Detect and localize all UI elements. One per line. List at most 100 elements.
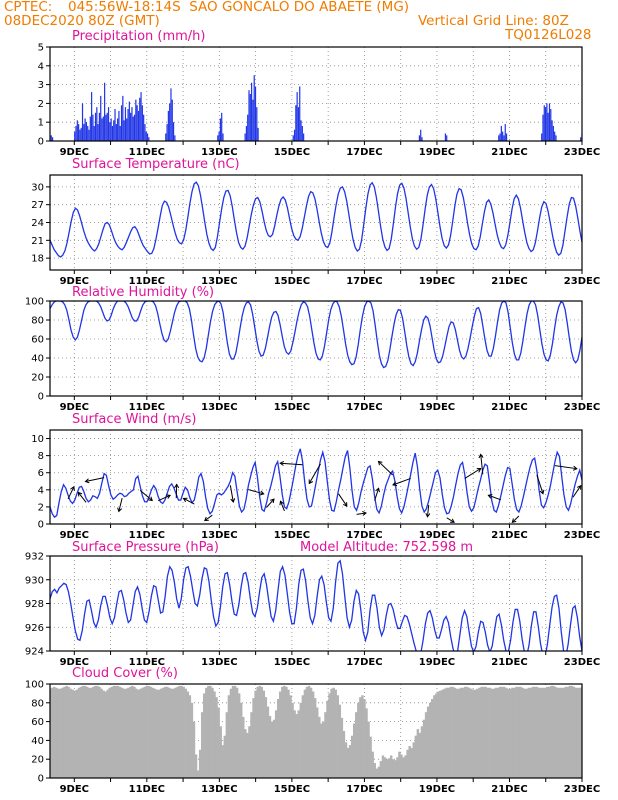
precip-bar — [222, 133, 224, 141]
wind-arrow — [374, 488, 380, 501]
cloud-bar — [159, 688, 163, 778]
wind-arrow — [536, 474, 544, 494]
cloud-bar — [519, 686, 522, 778]
precip-bar — [146, 133, 149, 141]
cloud-bar — [65, 685, 68, 778]
cloud-bar — [511, 687, 514, 778]
wind-arrow — [158, 494, 171, 502]
wind-xtick-label: 15DEC — [274, 530, 310, 541]
cloud-bar — [188, 695, 192, 778]
precip-bar — [166, 124, 168, 141]
cloud-bar — [422, 719, 426, 778]
cloud-bar — [112, 685, 116, 778]
cloud-bar — [494, 687, 498, 778]
cloud-bar — [357, 702, 360, 778]
temp-line — [50, 181, 582, 258]
cloud-bar — [359, 697, 362, 778]
cloud-bar — [562, 687, 565, 778]
precip-bar — [110, 118, 112, 141]
precip-bar — [91, 92, 93, 141]
rh-xtick-label: 15DEC — [274, 402, 310, 413]
cloud-bar — [408, 746, 411, 778]
cloud-bar — [509, 688, 512, 778]
cloud-bar — [149, 686, 153, 778]
precip-bar — [444, 133, 447, 141]
precip-bar — [167, 110, 169, 141]
precip-title: Precipitation (mm/h) — [72, 29, 205, 44]
cloud-bar — [124, 688, 128, 778]
cloud-bar — [322, 721, 325, 778]
precip-bar — [118, 110, 120, 141]
cloud-bar — [127, 687, 130, 778]
precip-bar — [74, 131, 76, 141]
pressure-xtick-label: 21DEC — [491, 657, 527, 668]
cloud-bar — [412, 742, 415, 778]
precip-bar — [83, 124, 85, 141]
wind-arrow-head — [279, 500, 285, 506]
cloud-bar — [381, 755, 385, 778]
cloud-bar — [307, 685, 311, 778]
cloud-bar — [449, 686, 452, 778]
precip-bar — [92, 114, 94, 141]
cloud-bar — [73, 690, 77, 778]
precip-bar — [292, 135, 294, 141]
precip-bar — [102, 116, 104, 141]
precip-bar — [132, 116, 134, 141]
cloud-xtick-label: 19DEC — [419, 784, 455, 795]
rh-ytick-label: 60 — [31, 335, 44, 346]
cloud-bar — [348, 745, 352, 778]
cloud-bar — [564, 686, 567, 778]
cloud-bar — [379, 761, 383, 778]
precip-bar — [503, 135, 505, 141]
cloud-bar — [488, 687, 491, 778]
cloud-bar — [420, 726, 424, 778]
cloud-bar — [55, 687, 58, 778]
cloud-bar — [361, 695, 364, 778]
cloud-bar — [83, 685, 87, 778]
cloud-bar — [548, 686, 551, 778]
wind-arrow-head — [84, 478, 90, 484]
cloud-bar — [463, 686, 467, 778]
wind-arrow-head — [487, 494, 493, 499]
wind-arrow — [480, 454, 484, 475]
temp-xtick-label: 21DEC — [491, 276, 527, 287]
precip-bar — [127, 109, 129, 141]
precip-bar — [106, 112, 108, 141]
wind-arrow — [392, 477, 411, 486]
cloud-bar — [122, 688, 126, 778]
cloud-bar — [342, 731, 346, 778]
cloud-bar — [274, 710, 278, 778]
wind-arrow — [426, 504, 430, 517]
temp-frame — [49, 174, 583, 271]
cloud-bar — [566, 686, 570, 778]
precip-bar — [257, 127, 259, 141]
cloud-bar — [129, 686, 132, 778]
cloud-bar — [205, 687, 208, 778]
wind-arrow-head — [182, 497, 188, 503]
cloud-bar — [482, 686, 485, 778]
pressure-ytick-label: 924 — [25, 647, 44, 658]
cloud-bar — [180, 685, 183, 778]
cloud-bar — [576, 687, 580, 778]
cloud-bar — [104, 691, 107, 778]
precip-bar — [249, 94, 251, 141]
cloud-bar — [63, 686, 66, 778]
cloud-bar — [472, 689, 475, 778]
cloud-bar — [153, 688, 157, 778]
cloud-bar — [504, 687, 508, 778]
cloud-bar — [363, 699, 366, 778]
wind-arrow-head — [425, 512, 431, 518]
precip-bar — [543, 105, 545, 141]
precip-bar — [541, 133, 543, 141]
precip-bar — [78, 124, 80, 141]
precip-bar — [247, 114, 249, 141]
cloud-bar — [246, 732, 249, 778]
cloud-bar — [428, 702, 432, 778]
precip-bar — [580, 137, 582, 141]
cloud-bar — [498, 686, 502, 778]
cloud-bar — [69, 688, 72, 778]
cloud-bar — [237, 693, 241, 778]
cloud-bar — [558, 687, 561, 778]
cloud-bar — [61, 687, 64, 778]
cloud-bar — [178, 685, 181, 778]
